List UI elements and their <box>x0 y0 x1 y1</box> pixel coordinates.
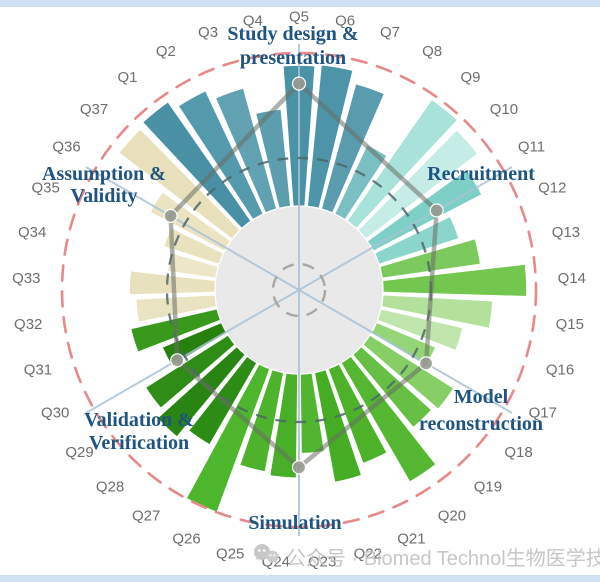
category-label-assumption-validity: Assumption & <box>42 163 166 185</box>
category-label-validation-verification: Validation & <box>84 409 194 431</box>
q-label-Q22: Q22 <box>354 546 382 563</box>
bar-Q7 <box>320 82 386 214</box>
q-label-Q13: Q13 <box>552 224 580 241</box>
q-label-Q37: Q37 <box>80 101 108 118</box>
watermark-text: 公众号 · Biomed Technol生物医学技术 <box>286 548 600 570</box>
q-label-Q7: Q7 <box>380 24 400 41</box>
spoke-1 <box>298 166 513 291</box>
q-label-Q14: Q14 <box>558 270 586 287</box>
q-label-Q5: Q5 <box>289 9 309 26</box>
q-label-Q6: Q6 <box>335 12 355 29</box>
q-label-Q27: Q27 <box>132 508 160 525</box>
q-label-Q19: Q19 <box>474 479 502 496</box>
spoke-4 <box>85 289 300 414</box>
outer-dashed-ring <box>60 51 538 529</box>
bar-Q11 <box>366 168 483 253</box>
q-label-Q31: Q31 <box>24 361 52 378</box>
q-label-Q34: Q34 <box>18 224 46 241</box>
q-label-Q15: Q15 <box>556 316 584 333</box>
category-label-model-reconstruction: reconstruction <box>419 413 543 435</box>
bar-Q25 <box>238 368 285 473</box>
bar-Q10 <box>357 128 479 241</box>
bar-Q26 <box>185 362 271 514</box>
spoke-2 <box>298 289 513 414</box>
q-label-Q16: Q16 <box>546 361 574 378</box>
q-label-Q4: Q4 <box>243 12 263 29</box>
bar-Q14 <box>381 263 528 298</box>
q-label-Q12: Q12 <box>538 180 566 197</box>
radar-vertex-5 <box>163 208 178 223</box>
q-label-Q21: Q21 <box>397 530 425 547</box>
q-label-Q25: Q25 <box>216 546 244 563</box>
q-label-Q36: Q36 <box>52 138 80 155</box>
q-label-Q17: Q17 <box>529 404 557 421</box>
category-label-model-reconstruction: Model <box>454 386 509 408</box>
q-label-Q28: Q28 <box>96 479 124 496</box>
spoke-5 <box>85 166 300 291</box>
bar-Q24 <box>268 372 299 479</box>
bar-Q16 <box>376 308 464 352</box>
bar-Q21 <box>327 362 388 465</box>
bar-Q15 <box>380 293 494 330</box>
radar-vertex-1 <box>429 203 444 218</box>
q-label-Q18: Q18 <box>504 444 532 461</box>
category-label-study-design-presentation: presentation <box>240 47 346 69</box>
q-label-Q2: Q2 <box>156 43 176 60</box>
category-label-validation-verification: Verification <box>89 432 189 454</box>
q-label-Q32: Q32 <box>14 316 42 333</box>
q-label-Q23: Q23 <box>308 554 336 571</box>
category-label-assumption-validity: Validity <box>70 185 137 207</box>
q-label-Q20: Q20 <box>438 508 466 525</box>
bar-Q19 <box>351 345 433 429</box>
center-dashed-ring <box>271 262 327 318</box>
bar-Q1 <box>141 100 252 230</box>
bar-Q9 <box>346 98 459 230</box>
radar-vertex-2 <box>418 356 434 371</box>
radar-vertex-4 <box>170 353 185 368</box>
top-page-strip <box>0 0 600 7</box>
bar-Q2 <box>177 89 265 221</box>
q-label-Q30: Q30 <box>41 404 69 421</box>
bar-Q12 <box>373 215 460 266</box>
watermark: 公众号 · Biomed Technol生物医学技术 <box>253 542 600 571</box>
bar-Q22 <box>313 368 363 484</box>
bottom-page-strip <box>0 575 600 582</box>
bar-Q37 <box>117 127 241 241</box>
q-label-Q26: Q26 <box>172 530 200 547</box>
q-label-Q3: Q3 <box>198 24 218 41</box>
q-label-Q10: Q10 <box>490 101 518 118</box>
q-label-Q8: Q8 <box>422 43 442 60</box>
q-label-Q11: Q11 <box>518 138 545 155</box>
bar-Q20 <box>340 355 437 483</box>
category-label-simulation: Simulation <box>248 512 341 534</box>
radar-vertex-0 <box>291 76 307 91</box>
q-label-Q33: Q33 <box>12 270 40 287</box>
category-label-recruitment: Recruitment <box>427 163 535 185</box>
bar-Q4 <box>254 108 292 210</box>
bar-Q3 <box>214 87 278 214</box>
radar-vertex-3 <box>291 460 307 475</box>
q-label-Q9: Q9 <box>460 69 480 86</box>
q-label-Q35: Q35 <box>32 180 60 197</box>
bar-Q23 <box>299 372 326 455</box>
bar-Q18 <box>361 334 455 411</box>
bar-Q13 <box>378 237 482 279</box>
wechat-bubbles-icon <box>253 543 280 571</box>
bar-Q28 <box>156 345 247 438</box>
category-label-study-design-presentation: Study design & <box>227 23 358 45</box>
q-label-Q29: Q29 <box>65 444 93 461</box>
q-label-Q1: Q1 <box>117 69 137 86</box>
